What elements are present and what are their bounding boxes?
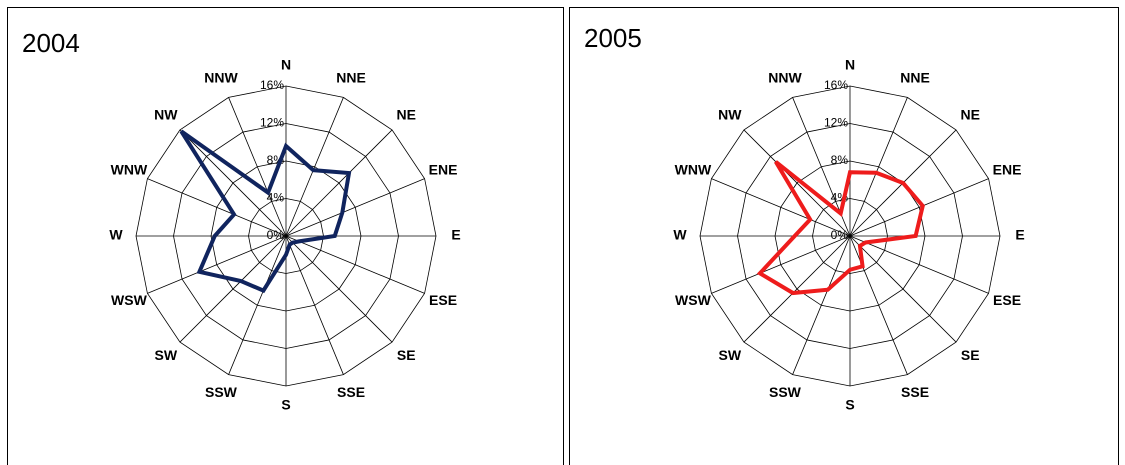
- r-tick-label: 4%: [267, 191, 285, 205]
- direction-label: SSE: [901, 384, 929, 400]
- direction-label: NNE: [900, 70, 930, 86]
- direction-label: E: [451, 227, 460, 243]
- direction-label: SE: [397, 347, 416, 363]
- spoke: [285, 235, 393, 343]
- direction-label: SSW: [205, 384, 238, 400]
- direction-label: ESE: [429, 292, 457, 308]
- spoke: [792, 235, 851, 375]
- spoke: [711, 178, 851, 237]
- spoke: [285, 97, 344, 237]
- direction-label: N: [845, 57, 855, 73]
- series-line: [756, 160, 925, 296]
- chart-title: 2004: [22, 28, 80, 58]
- direction-label: WNW: [111, 162, 148, 178]
- direction-label: N: [281, 57, 291, 73]
- direction-label: NW: [154, 106, 178, 122]
- direction-label: E: [1015, 227, 1024, 243]
- spoke: [285, 235, 425, 294]
- direction-label: S: [281, 397, 290, 413]
- spoke: [147, 178, 287, 237]
- spoke: [743, 129, 851, 237]
- direction-label: SSE: [337, 384, 365, 400]
- r-tick-label: 0%: [831, 228, 849, 242]
- direction-label: NNW: [204, 70, 238, 86]
- spoke: [743, 235, 851, 343]
- r-tick-label: 0%: [267, 228, 285, 242]
- r-tick-label: 16%: [824, 78, 848, 92]
- chart-title: 2005: [584, 23, 642, 53]
- direction-label: ENE: [993, 162, 1022, 178]
- spoke: [849, 235, 989, 294]
- direction-label: NNE: [336, 70, 366, 86]
- direction-label: W: [673, 227, 687, 243]
- spoke: [849, 235, 957, 343]
- spoke: [179, 129, 287, 237]
- direction-label: NE: [396, 106, 415, 122]
- direction-label: WSW: [675, 292, 712, 308]
- r-tick-label: 8%: [831, 153, 849, 167]
- direction-label: ESE: [993, 292, 1021, 308]
- spoke: [228, 235, 287, 375]
- direction-label: S: [845, 397, 854, 413]
- series-line: [179, 129, 352, 294]
- direction-label: WNW: [675, 162, 712, 178]
- direction-label: WSW: [111, 292, 148, 308]
- direction-label: W: [109, 227, 123, 243]
- direction-label: SE: [961, 347, 980, 363]
- spoke: [285, 178, 425, 237]
- direction-label: SW: [155, 347, 178, 363]
- r-tick-label: 12%: [260, 116, 284, 130]
- spoke: [285, 129, 393, 237]
- direction-label: SSW: [769, 384, 802, 400]
- direction-label: SW: [719, 347, 742, 363]
- r-tick-label: 16%: [260, 78, 284, 92]
- spoke: [179, 235, 287, 343]
- panel-border: [7, 7, 564, 465]
- spoke: [849, 235, 908, 375]
- spoke: [849, 97, 908, 237]
- spoke: [228, 97, 287, 237]
- panel-border: [569, 7, 1119, 465]
- spoke: [849, 178, 989, 237]
- direction-label: NE: [960, 106, 979, 122]
- spoke: [147, 235, 287, 294]
- spoke: [285, 235, 344, 375]
- direction-label: NW: [718, 106, 742, 122]
- spoke: [711, 235, 851, 294]
- r-tick-label: 12%: [824, 116, 848, 130]
- direction-label: NNW: [768, 70, 802, 86]
- direction-label: ENE: [429, 162, 458, 178]
